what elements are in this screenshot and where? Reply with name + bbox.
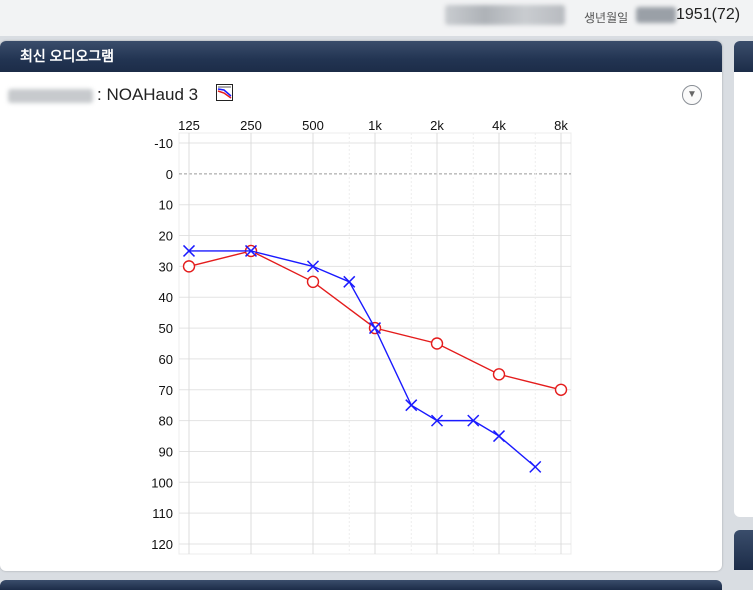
y-tick-label: -10 [154, 136, 173, 151]
data-point-x [405, 399, 418, 412]
next-panel-header [0, 580, 722, 590]
y-tick-label: 10 [159, 198, 173, 213]
y-tick-label: 80 [159, 414, 173, 429]
y-tick-label: 100 [151, 475, 173, 490]
data-point-x [492, 430, 506, 443]
latest-audiogram-panel: 최신 오디오그램 : NOAHaud 3 ▼ -10 0 10 20 30 40 50 60 7… [0, 41, 722, 571]
x-tick-label: 2k [430, 118, 444, 133]
data-point-x [529, 460, 542, 473]
data-point-circle [306, 275, 320, 289]
panel-title: 최신 오디오그램 [0, 41, 722, 72]
y-tick-label: 30 [159, 259, 173, 274]
y-tick-label: 120 [151, 537, 173, 552]
y-tick-label: 110 [152, 506, 173, 521]
x-tick-label: 1k [368, 118, 382, 133]
chevron-down-circle-icon[interactable]: ▼ [682, 85, 702, 105]
right-panel-header [734, 530, 753, 570]
data-point-x [430, 414, 444, 427]
data-point-x [368, 322, 382, 335]
y-tick-label: 20 [159, 229, 173, 244]
y-tick-label: 60 [159, 352, 173, 367]
data-point-x [467, 414, 480, 427]
data-point-circle [554, 383, 568, 396]
data-point-circle [492, 368, 506, 381]
test-date-redacted [8, 88, 93, 103]
top-bar: 생년월일 1951(72) [0, 0, 753, 36]
right-panel [734, 41, 753, 517]
y-tick-label: 40 [159, 290, 173, 305]
data-point-x [182, 244, 196, 257]
series-line [189, 250, 536, 468]
data-point-circle [430, 337, 444, 350]
y-tick-label: 70 [159, 383, 173, 398]
dob-value: 1951(72) [676, 6, 741, 23]
x-tick-label: 250 [240, 118, 262, 133]
y-tick-label: 90 [159, 444, 173, 459]
data-point-x [244, 244, 258, 257]
patient-name-redacted [445, 5, 565, 25]
y-tick-label: 0 [166, 167, 173, 182]
audiogram-chart: -10 0 10 20 30 40 50 60 70 80 90 100 110 120 125 250 500… [151, 118, 572, 555]
data-point-x [343, 275, 356, 288]
data-point-circle [182, 260, 196, 273]
y-tick-label: 50 [159, 321, 173, 336]
data-point-x [306, 260, 320, 273]
audiogram-source: : NOAHaud 3 [8, 85, 198, 105]
x-tick-label: 125 [178, 118, 200, 133]
dob-redacted [636, 7, 676, 23]
x-tick-label: 4k [492, 118, 506, 133]
x-tick-label: 500 [302, 118, 324, 133]
device-label: : NOAHaud 3 [97, 85, 199, 104]
dob-label: 생년월일 [584, 11, 629, 25]
audiogram-device-icon [216, 84, 233, 101]
x-tick-label: 8k [554, 118, 568, 133]
